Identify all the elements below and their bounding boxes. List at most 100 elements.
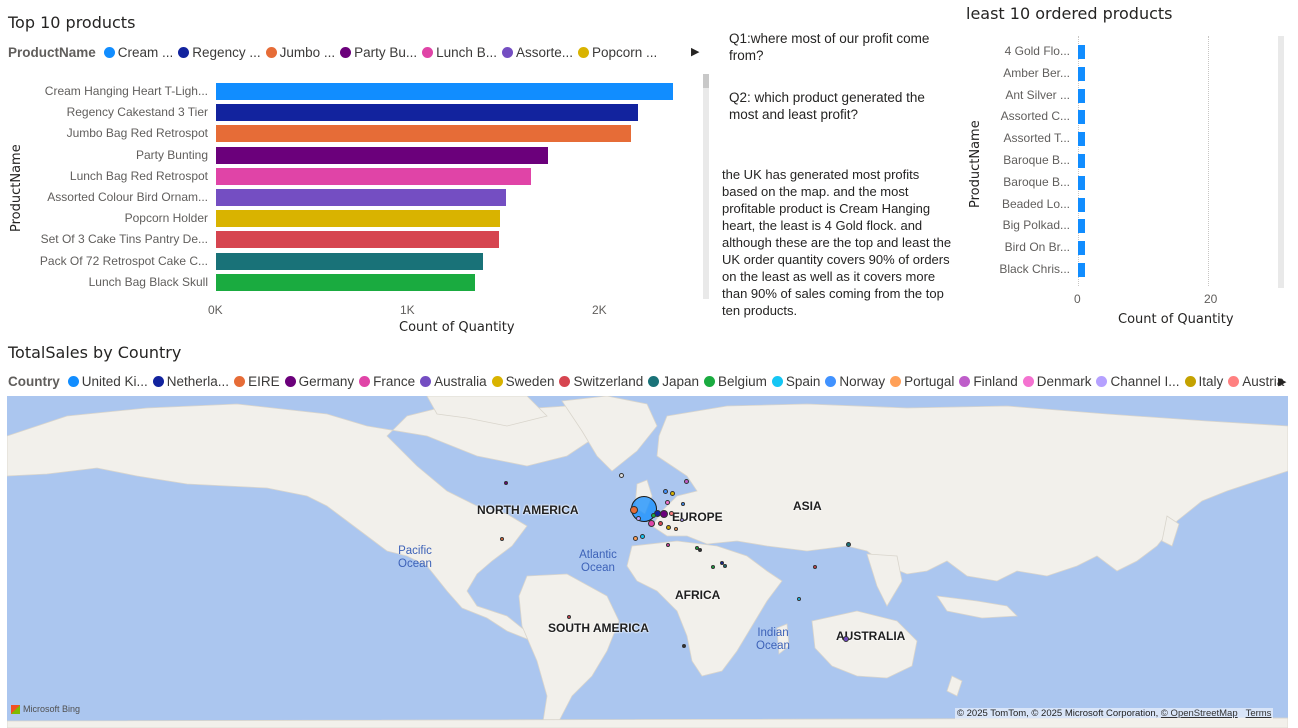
legend-item[interactable]: Austria [1228, 374, 1284, 389]
bar[interactable] [216, 146, 549, 164]
legend-item[interactable]: Spain [771, 374, 820, 389]
bar[interactable] [1078, 197, 1085, 212]
least-products-chart[interactable]: 4 Gold Flo... Amber Ber... Ant Silver ... A… [980, 36, 1280, 310]
bar[interactable] [1078, 110, 1085, 125]
legend-item[interactable]: Sweden [491, 374, 554, 389]
bar[interactable] [216, 125, 631, 143]
bubble-belgium[interactable] [651, 513, 656, 518]
bar[interactable] [1078, 263, 1085, 277]
bubble-australia[interactable] [843, 636, 849, 642]
legend-item[interactable]: Denmark [1022, 374, 1091, 389]
osm-link[interactable]: © OpenStreetMap [1160, 708, 1238, 719]
bubble-norway[interactable] [663, 489, 668, 494]
bubble-channel-islands[interactable] [636, 516, 641, 521]
x-tick-label: 2K [592, 303, 607, 317]
bubble-singapore[interactable] [797, 597, 801, 601]
bubble-france[interactable] [648, 520, 655, 527]
legend-item[interactable]: Channel I... [1096, 374, 1180, 389]
bubble-italy[interactable] [666, 525, 671, 530]
bar[interactable] [216, 104, 639, 122]
bubble-hong-kong[interactable] [813, 565, 817, 569]
bar[interactable] [1078, 132, 1085, 147]
legend-item-label: Norway [839, 374, 886, 389]
bar[interactable] [1078, 88, 1085, 103]
legend-item[interactable]: Switzerland [559, 374, 643, 389]
legend-next-arrow-icon[interactable]: ▶ [691, 46, 700, 58]
bar[interactable] [1078, 175, 1085, 190]
legend-item[interactable]: Popcorn ... [577, 45, 657, 60]
legend-item[interactable]: EIRE [234, 374, 280, 389]
greenland-land [561, 396, 658, 472]
arctic-islands-land [426, 396, 548, 427]
southeast-asia-land [936, 595, 1018, 619]
terms-link[interactable]: Terms [1245, 708, 1272, 719]
bubble-sweden[interactable] [670, 491, 675, 496]
bar[interactable] [216, 167, 531, 185]
legend-item[interactable]: Belgium [704, 374, 767, 389]
legend-item[interactable]: Lunch B... [422, 45, 497, 60]
legend-item[interactable]: Finland [959, 374, 1018, 389]
legend-dot-icon [1184, 376, 1196, 387]
bubble-spain[interactable] [640, 534, 645, 539]
world-map[interactable]: NORTH AMERICA EUROPE ASIA AFRICA SOUTH A… [7, 396, 1288, 728]
legend-item[interactable]: Italy [1184, 374, 1223, 389]
bubble-uae[interactable] [723, 564, 727, 568]
bar[interactable] [1078, 154, 1085, 168]
bubble-canada[interactable] [504, 481, 508, 485]
legend-item[interactable]: Netherla... [152, 374, 229, 389]
legend-item[interactable]: Cream ... [103, 45, 173, 60]
map-label-indian-ocean: Indian Ocean [756, 627, 790, 652]
bar[interactable] [216, 252, 483, 270]
bar[interactable] [216, 83, 673, 100]
bar[interactable] [1078, 66, 1085, 81]
bubble-denmark[interactable] [665, 500, 670, 505]
legend-item[interactable]: Germany [284, 374, 354, 389]
bubble-finland[interactable] [684, 479, 689, 484]
legend-item[interactable]: Australia [420, 374, 487, 389]
bubble-switzerland[interactable] [658, 521, 663, 526]
legend-item[interactable]: Party Bu... [340, 45, 417, 60]
bubble-usa[interactable] [500, 537, 504, 541]
bubble-israel[interactable] [698, 548, 702, 552]
legend-item-label: Portugal [904, 374, 955, 389]
bubble-poland[interactable] [680, 518, 684, 522]
map-legend-title: Country [8, 374, 60, 389]
bar[interactable] [216, 273, 476, 291]
bar[interactable] [216, 189, 506, 206]
legend-item[interactable]: France [359, 374, 415, 389]
bubble-austria[interactable] [669, 511, 674, 516]
bubble-greece[interactable] [674, 527, 678, 531]
category-label: Cream Hanging Heart T-Ligh... [44, 84, 208, 98]
bar[interactable] [1078, 45, 1085, 59]
legend-item[interactable]: Assorte... [501, 45, 573, 60]
bubble-bahrain[interactable] [720, 561, 724, 565]
chart-scrollbar[interactable] [703, 74, 709, 299]
legend-item[interactable]: Regency ... [178, 45, 261, 60]
legend-item[interactable]: Norway [825, 374, 885, 389]
chart-scrollbar-thumb[interactable] [703, 74, 709, 88]
top-products-chart[interactable]: Cream Hanging Heart T-Ligh... Regency Cak… [20, 78, 700, 317]
bubble-japan[interactable] [846, 542, 851, 547]
bar[interactable] [1078, 219, 1085, 234]
bar[interactable] [216, 231, 500, 249]
bubble-portugal[interactable] [633, 536, 638, 541]
bubble-saudi-arabia[interactable] [711, 565, 715, 569]
least-chart-scrollbar[interactable] [1278, 36, 1284, 288]
map-legend-next-arrow-icon[interactable]: ▶ [1278, 376, 1287, 388]
bubble-lithuania[interactable] [681, 502, 685, 506]
category-label: Regency Cakestand 3 Tier [66, 105, 208, 120]
bubble-iceland[interactable] [619, 473, 624, 478]
bubble-south-africa[interactable] [682, 644, 686, 648]
legend-dot-icon [704, 376, 716, 387]
legend-item[interactable]: Jumbo ... [265, 45, 335, 60]
legend-item[interactable]: United Ki... [67, 374, 148, 389]
legend-item[interactable]: Japan [648, 374, 699, 389]
bubble-eire[interactable] [630, 506, 638, 514]
bubble-brazil[interactable] [567, 615, 571, 619]
bubble-malta[interactable] [666, 543, 670, 547]
bar[interactable] [216, 210, 501, 228]
bubble-germany[interactable] [660, 510, 668, 518]
map-title: TotalSales by Country [8, 343, 182, 362]
bar[interactable] [1078, 241, 1085, 256]
legend-item[interactable]: Portugal [890, 374, 954, 389]
